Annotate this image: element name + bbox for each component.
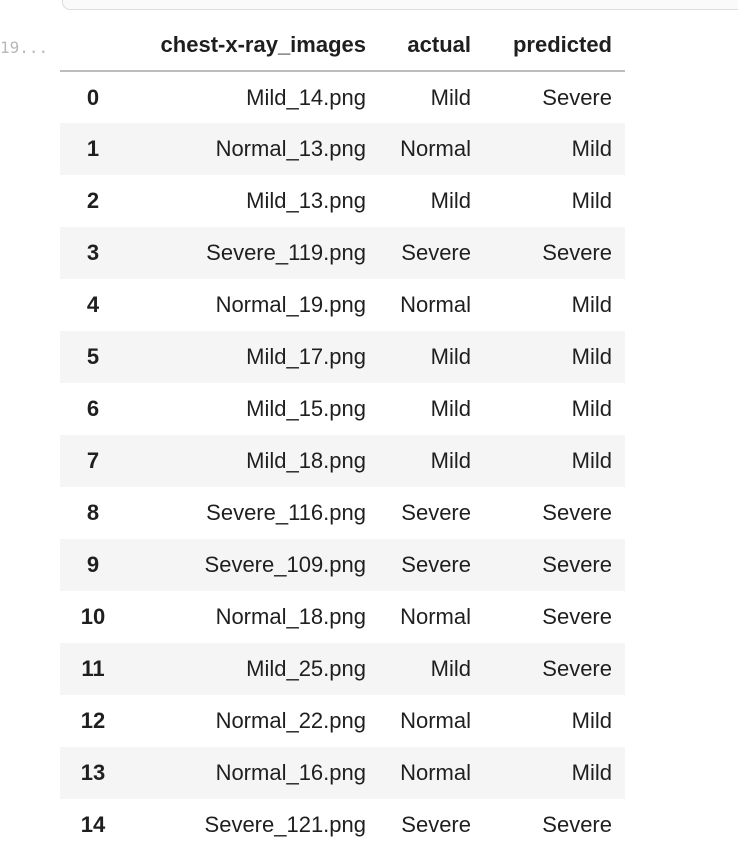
cell-actual: Normal [400,292,471,317]
cell-predicted: Mild [571,396,612,421]
header-row: chest-x-ray_images actual predicted [60,20,625,72]
cell-predicted: Mild [571,760,612,785]
cell-predicted: Mild [571,292,612,317]
table-row: 5 Mild_17.png Mild Mild [60,331,625,383]
cell-actual: Mild [430,188,471,213]
row-index: 10 [80,604,106,629]
cell-actual: Severe [401,500,471,525]
cell-image-filename: Severe_119.png [206,240,366,265]
cell-actual: Severe [401,552,471,577]
cell-actual: Severe [401,240,471,265]
cell-predicted: Severe [542,812,612,837]
table-row: 6 Mild_15.png Mild Mild [60,383,625,435]
cell-image-filename: Normal_16.png [215,760,366,785]
row-index: 13 [80,760,106,785]
table-row: 8 Severe_116.png Severe Severe [60,487,625,539]
table-row: 9 Severe_109.png Severe Severe [60,539,625,591]
column-header-actual: actual [378,20,483,72]
row-index: 5 [86,344,100,369]
cell-predicted: Severe [542,500,612,525]
cell-image-filename: Normal_22.png [215,708,366,733]
cell-image-filename: Severe_116.png [206,500,366,525]
table-body: 0 Mild_14.png Mild Severe 1 Normal_13.png Norm… [60,71,625,851]
cell-image-filename: Mild_18.png [246,448,366,473]
row-index: 3 [86,240,100,265]
row-index: 14 [80,812,106,837]
table-row: 11 Mild_25.png Mild Severe [60,643,625,695]
row-index: 7 [86,448,100,473]
row-index: 0 [86,84,100,110]
cell-image-filename: Mild_17.png [246,344,366,369]
cell-predicted: Mild [571,136,612,161]
cell-predicted: Severe [542,604,612,629]
column-header-images: chest-x-ray_images [126,20,378,72]
table-row: 0 Mild_14.png Mild Severe [60,71,625,123]
cell-actual: Severe [401,812,471,837]
cell-actual: Mild [430,84,471,110]
cell-image-filename: Mild_13.png [246,188,366,213]
row-index: 2 [86,188,100,213]
index-header [60,20,126,72]
table-row: 14 Severe_121.png Severe Severe [60,799,625,851]
cell-actual: Normal [400,136,471,161]
table-row: 4 Normal_19.png Normal Mild [60,279,625,331]
cell-predicted: Severe [542,656,612,681]
row-index: 6 [86,396,100,421]
cell-image-filename: Normal_18.png [215,604,366,629]
cell-predicted: Mild [571,344,612,369]
table-row: 2 Mild_13.png Mild Mild [60,175,625,227]
cell-image-filename: Normal_13.png [215,136,366,161]
cell-actual: Normal [400,708,471,733]
row-index: 11 [81,656,105,681]
row-index: 9 [86,552,100,577]
table-row: 3 Severe_119.png Severe Severe [60,227,625,279]
cell-image-filename: Mild_14.png [246,84,366,110]
cell-image-filename: Mild_25.png [246,656,366,681]
cell-predicted: Severe [542,552,612,577]
cell-actual: Mild [430,344,471,369]
row-index: 1 [86,136,100,161]
cell-actual: Normal [400,760,471,785]
cell-image-filename: Normal_19.png [215,292,366,317]
cell-actual: Normal [400,604,471,629]
row-index: 12 [80,708,106,733]
table-row: 1 Normal_13.png Normal Mild [60,123,625,175]
cell-image-filename: Severe_121.png [204,812,366,837]
previous-code-cell[interactable] [62,0,738,10]
cell-image-filename: Mild_15.png [246,396,366,421]
cell-actual: Mild [430,448,471,473]
dataframe-table: chest-x-ray_images actual predicted 0 Mil… [60,20,625,851]
cell-actual: Mild [430,396,471,421]
cell-predicted: Mild [571,188,612,213]
table-row: 7 Mild_18.png Mild Mild [60,435,625,487]
execution-count: 19... [0,38,49,57]
cell-predicted: Mild [571,708,612,733]
cell-actual: Mild [430,656,471,681]
column-header-predicted: predicted [483,20,625,72]
row-index: 8 [86,500,100,525]
cell-predicted: Severe [542,240,612,265]
row-index: 4 [86,292,100,317]
cell-image-filename: Severe_109.png [204,552,366,577]
table-row: 13 Normal_16.png Normal Mild [60,747,625,799]
cell-predicted: Severe [542,84,612,110]
cell-predicted: Mild [571,448,612,473]
table-row: 10 Normal_18.png Normal Severe [60,591,625,643]
table-row: 12 Normal_22.png Normal Mild [60,695,625,747]
